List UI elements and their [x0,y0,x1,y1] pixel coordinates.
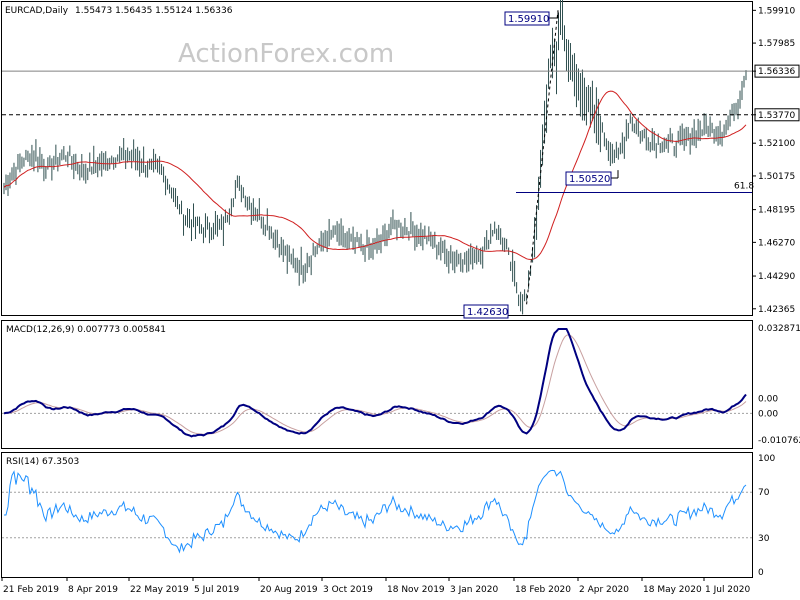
macd-axis-label: 0.032871 [758,324,800,334]
x-axis-label: 20 Aug 2019 [260,585,318,595]
watermark-text: ActionForex.com [178,39,394,69]
x-axis-label: 18 May 2020 [643,585,702,595]
price-axis-group: 1.59910 1.57985 1.56336 1.53770 1.52100 1.501… [752,6,800,315]
low-to-high-trendline [526,10,559,305]
x-axis-label: 18 Feb 2020 [515,585,571,595]
price-axis-label: 1.46270 [758,238,795,248]
rsi-axis-label: 0 [758,568,764,578]
price-axis-label: 1.48195 [758,206,795,216]
rsi-group: 100 70 30 0 [2,454,775,578]
chart-header-ohlc: 1.55473 1.56435 1.55124 1.56336 [75,6,233,16]
macd-axis-label: -0.010762 [758,436,800,446]
x-axis-label: 5 Jul 2019 [194,585,239,595]
moving-average-group [3,90,747,261]
rsi-axis-label: 30 [758,534,770,544]
rsi-axis-label: 100 [758,454,775,464]
macd-signal-line [3,334,747,435]
high-price-label-box [504,11,550,26]
price-axis-label: 1.52100 [758,139,795,149]
x-axis-label: 18 Nov 2019 [387,585,445,595]
x-axis-group: 21 Feb 2019 8 Apr 2019 22 May 2019 5 Jul 20… [1,577,750,595]
macd-group: 0.032871 0.00 -0.010762 0.00 [2,324,800,446]
price-axis-label: 1.59910 [758,6,795,16]
price-axis-label: 1.57985 [758,39,795,49]
moving-average-line [3,90,747,261]
macd-panel-frame [1,320,753,449]
x-axis-label: 22 May 2019 [130,585,189,595]
x-axis-label: 3 Oct 2019 [323,585,373,595]
price-axis-label: 1.44290 [758,272,795,282]
x-axis-label: 3 Jan 2020 [450,585,498,595]
swing-low-price-label-box [565,171,612,186]
fib-level-label: 61.8 [734,182,754,192]
low-price-label: 1.42630 [467,307,508,318]
rsi-line [4,469,747,554]
x-axis-label: 21 Feb 2019 [3,585,59,595]
price-bars-group [3,0,747,315]
price-axis-label: 1.56336 [758,67,795,77]
macd-title: MACD(12,26,9) 0.007773 0.005841 [6,325,166,335]
macd-axis-label: 0.00 [758,409,778,419]
macd-value-label: 0.00 [758,394,778,404]
rsi-title: RSI(14) 67.3503 [6,457,79,467]
swing-low-price-label: 1.50520 [569,174,610,185]
rsi-axis-label: 70 [758,488,770,498]
price-annotations-group: 61.8 1.59910 1.42630 1.50520 [2,10,754,319]
high-price-label: 1.59910 [508,14,549,25]
price-axis-label: 1.42365 [758,305,795,315]
macd-main-line [3,328,747,438]
x-axis-label: 8 Apr 2019 [68,585,118,595]
low-price-label-box [463,304,509,319]
price-panel-frame [1,1,753,316]
chart-header-symbol: EURCAD,Daily [5,6,69,16]
price-axis-label: 1.50175 [758,172,795,182]
price-axis-label: 1.53770 [758,111,795,121]
x-axis-label: 1 Jul 2020 [705,585,750,595]
x-axis-label: 2 Apr 2020 [579,585,629,595]
